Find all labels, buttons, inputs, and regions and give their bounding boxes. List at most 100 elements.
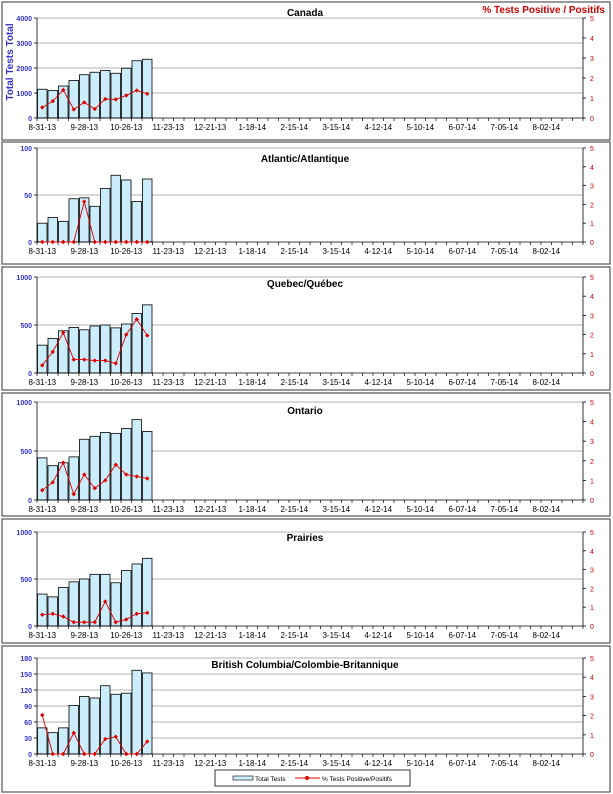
- bar-total-tests: [79, 578, 90, 627]
- point-pct-positive: [113, 734, 118, 739]
- x-tick-label: 6-07-14: [448, 378, 476, 387]
- x-tick-label: 5-10-14: [406, 123, 434, 132]
- x-tick-label: 5-10-14: [406, 631, 434, 640]
- x-tick-label: 8-02-14: [532, 378, 560, 387]
- y-tick-label: 0: [28, 240, 32, 247]
- x-tick-label: 6-07-14: [448, 247, 476, 256]
- y2-tick-label: 0: [590, 240, 594, 247]
- point-pct-positive: [124, 332, 129, 337]
- point-pct-positive: [50, 349, 55, 355]
- x-tick-label: 3-15-14: [322, 378, 350, 387]
- x-tick-label: 12-21-13: [194, 631, 227, 640]
- point-pct-positive: [82, 751, 87, 757]
- y-tick-label: 90: [24, 704, 32, 711]
- x-tick-label: 9-28-13: [70, 631, 98, 640]
- point-pct-positive: [50, 611, 55, 616]
- y-tick-label: 4000: [16, 16, 32, 23]
- x-tick-label: 10-26-13: [110, 123, 143, 132]
- bar-total-tests: [79, 197, 90, 243]
- y2-tick-label: 3: [590, 313, 594, 320]
- x-tick-label: 11-23-13: [153, 378, 185, 387]
- x-tick-label: 2-15-14: [280, 123, 308, 132]
- x-tick-label: 8-02-14: [532, 759, 560, 768]
- point-pct-positive: [103, 96, 108, 102]
- x-tick-label: 5-10-14: [406, 247, 434, 256]
- x-tick-label: 1-18-14: [238, 123, 266, 132]
- point-pct-positive: [134, 239, 139, 245]
- y-tick-label: 100: [20, 146, 32, 153]
- bar-total-tests: [110, 693, 121, 755]
- bar-total-tests: [142, 430, 153, 501]
- point-pct-positive: [50, 751, 55, 757]
- bar-total-tests: [110, 72, 121, 119]
- x-tick-label: 4-12-14: [364, 759, 392, 768]
- y-tick-label: 50: [24, 193, 32, 200]
- point-pct-positive: [82, 199, 87, 204]
- y2-tick-label: 1: [590, 605, 594, 612]
- point-pct-positive: [124, 239, 129, 245]
- bar-total-tests: [47, 217, 58, 243]
- bar-total-tests: [89, 205, 100, 243]
- point-pct-positive: [145, 610, 150, 616]
- point-pct-positive: [134, 474, 139, 479]
- x-tick-label: 8-31-13: [28, 123, 56, 132]
- bar-total-tests: [58, 220, 69, 243]
- y2-tick-label: 0: [590, 624, 594, 631]
- x-tick-label: 2-15-14: [280, 505, 308, 514]
- point-pct-positive: [71, 239, 76, 245]
- point-pct-positive: [103, 478, 108, 483]
- x-tick-label: 6-07-14: [448, 631, 476, 640]
- point-pct-positive: [113, 239, 118, 245]
- y2-tick-label: 0: [590, 752, 594, 759]
- x-tick-label: 5-10-14: [406, 505, 434, 514]
- panel-title: British Columbia/Colombie-Britannique: [211, 660, 399, 671]
- bar-total-tests: [47, 596, 58, 627]
- y2-tick-label: 5: [590, 146, 594, 153]
- bar-total-tests: [89, 435, 100, 501]
- point-pct-positive: [124, 617, 129, 622]
- point-pct-positive: [145, 333, 150, 338]
- y-tick-label: 150: [20, 672, 32, 679]
- point-pct-positive: [92, 751, 97, 757]
- x-tick-label: 11-23-13: [153, 123, 185, 132]
- x-tick-label: 7-05-14: [490, 378, 518, 387]
- panel-title: Ontario: [287, 406, 323, 417]
- y-tick-label: 1000: [16, 91, 32, 98]
- point-pct-positive: [92, 106, 97, 112]
- x-tick-label: 7-05-14: [490, 631, 518, 640]
- y2-axis-label: % Tests Positive / Positifs: [482, 5, 605, 16]
- bar-total-tests: [110, 174, 121, 243]
- point-pct-positive: [124, 93, 129, 98]
- y-tick-label: 180: [20, 656, 32, 663]
- y2-tick-label: 1: [590, 478, 594, 485]
- x-tick-label: 8-31-13: [28, 505, 56, 514]
- point-pct-positive: [61, 751, 66, 757]
- y2-tick-label: 2: [590, 714, 594, 721]
- x-tick-label: 9-28-13: [70, 378, 98, 387]
- x-tick-label: 12-21-13: [194, 123, 227, 132]
- x-tick-label: 10-26-13: [110, 759, 143, 768]
- point-pct-positive: [113, 361, 118, 366]
- panel-british-columbia-colombie-britannique: 0 30 60 90 120 150 180 0 1 2 3 4 5 8-31-13 9-28-13 10-2…: [1, 645, 611, 793]
- bar-total-tests: [37, 457, 48, 501]
- point-pct-positive: [92, 358, 97, 363]
- y2-tick-label: 0: [590, 498, 594, 505]
- point-pct-positive: [145, 739, 150, 744]
- bar-total-tests: [79, 696, 90, 755]
- x-tick-label: 2-15-14: [280, 247, 308, 256]
- bar-total-tests: [121, 428, 132, 501]
- point-pct-positive: [134, 317, 139, 322]
- bar-total-tests: [68, 198, 79, 243]
- x-tick-label: 4-12-14: [364, 631, 392, 640]
- bar-total-tests: [58, 330, 69, 374]
- x-tick-label: 8-31-13: [28, 378, 56, 387]
- x-tick-label: 7-05-14: [490, 505, 518, 514]
- y-tick-label: 500: [20, 323, 32, 330]
- x-tick-label: 3-15-14: [322, 631, 350, 640]
- x-tick-label: 3-15-14: [322, 123, 350, 132]
- x-tick-label: 4-12-14: [364, 123, 392, 132]
- x-tick-label: 6-07-14: [448, 505, 476, 514]
- bar-total-tests: [100, 70, 111, 119]
- y-tick-label: 3000: [16, 41, 32, 48]
- x-tick-label: 1-18-14: [238, 631, 266, 640]
